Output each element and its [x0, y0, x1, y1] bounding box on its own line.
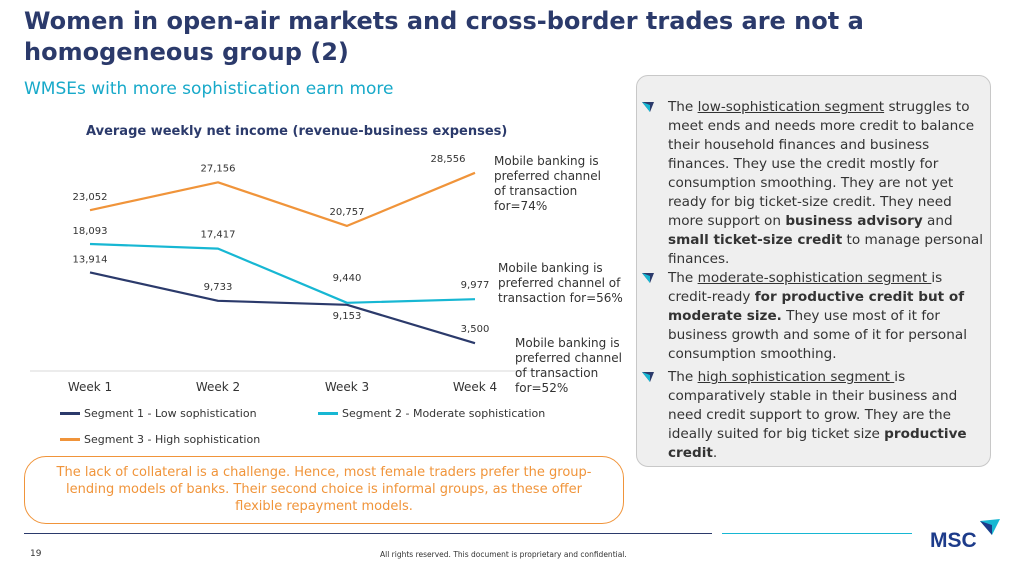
annotation-line: for=74% — [494, 199, 548, 213]
annotation-line: of transaction — [494, 184, 578, 198]
collateral-callout: The lack of collateral is a challenge. H… — [24, 456, 624, 524]
annotation-line: Mobile banking is — [498, 261, 603, 275]
annotation-line: Mobile banking is — [494, 154, 599, 168]
arrow-bullet-icon — [642, 372, 654, 382]
bird-logo-icon — [980, 519, 1000, 535]
series-line-2 — [89, 242, 476, 304]
bullet-text: and — [922, 213, 953, 229]
bullet-emphasis: productive credit — [668, 426, 967, 461]
bullet-text: is comparatively stable in their busines… — [668, 369, 958, 442]
footer-divider-cyan — [722, 533, 912, 534]
x-tick-label: Week 4 — [453, 380, 497, 394]
legend-label: Segment 3 - High sophistication — [84, 433, 261, 446]
arrow-bullet-icon — [642, 273, 654, 283]
legend-swatch — [60, 438, 80, 441]
data-label: 27,156 — [201, 163, 236, 174]
annotation-line: for=52% — [515, 381, 569, 395]
annotation-line: of transaction — [515, 366, 599, 380]
legend-label: Segment 1 - Low sophistication — [84, 407, 257, 420]
bullet-low-segment: The low-sophistication segment struggles… — [668, 98, 986, 269]
data-label: 13,914 — [73, 254, 108, 265]
footer-divider-navy — [24, 533, 712, 534]
series-line-3 — [89, 171, 476, 228]
arrow-bullet-icon — [642, 102, 654, 112]
annotation-line: transaction for=56% — [498, 291, 623, 305]
bullet-text: The — [668, 369, 698, 385]
data-label: 3,500 — [461, 324, 490, 335]
x-tick-label: Week 2 — [196, 380, 240, 394]
legend-label: Segment 2 - Moderate sophistication — [342, 407, 546, 420]
page-title: Women in open-air markets and cross-bord… — [24, 7, 864, 66]
chart-title: Average weekly net income (revenue-busin… — [86, 124, 508, 139]
legend-item-segment-3: Segment 3 - High sophistication — [60, 433, 260, 446]
bullet-emphasis: small ticket-size credit — [668, 232, 843, 248]
bullet-text: They use most of it for business growth … — [668, 308, 967, 362]
annotation-line: preferred channel — [494, 169, 601, 183]
insights-panel — [636, 75, 991, 467]
segment-name: high sophistication segment — [697, 369, 895, 385]
bullet-text: The — [668, 99, 698, 115]
segment-name: low-sophistication segment — [697, 99, 885, 115]
bullet-high-segment: The high sophistication segment is compa… — [668, 368, 986, 463]
msc-logo: MSC — [930, 517, 1004, 557]
x-tick-label: Week 1 — [68, 380, 112, 394]
legend-swatch — [60, 412, 80, 415]
segment-name: moderate-sophistication segment — [697, 270, 932, 286]
annotation-moderate: Mobile banking is preferred channel of t… — [498, 261, 623, 306]
bullet-emphasis: for productive credit but of moderate si… — [668, 289, 965, 324]
series-line-1 — [89, 271, 476, 345]
data-label: 9,733 — [204, 282, 233, 293]
data-label: 28,556 — [431, 154, 466, 165]
data-label: 18,093 — [73, 226, 108, 237]
legend-item-segment-2: Segment 2 - Moderate sophistication — [318, 407, 545, 420]
annotation-line: preferred channel — [515, 351, 622, 365]
logo-text: MSC — [930, 529, 977, 552]
bullet-text: The — [668, 270, 698, 286]
page-number: 19 — [30, 549, 42, 559]
data-label: 9,440 — [333, 273, 362, 284]
bullet-emphasis: business advisory — [785, 213, 923, 229]
annotation-line: Mobile banking is — [515, 336, 620, 350]
data-label: 17,417 — [201, 230, 236, 241]
line-chart: 13,914 9,733 9,153 3,500 18,093 17,417 9,440 9,… — [30, 154, 540, 394]
bullet-text: struggles to meet ends and needs more cr… — [668, 99, 975, 229]
bullet-moderate-segment: The moderate-sophistication segment is c… — [668, 269, 986, 364]
annotation-high: Mobile banking is preferred channel of t… — [494, 154, 601, 214]
legend-item-segment-1: Segment 1 - Low sophistication — [60, 407, 257, 420]
data-label: 20,757 — [330, 207, 365, 218]
data-label: 9,153 — [333, 311, 362, 322]
data-label: 23,052 — [73, 192, 108, 203]
bullet-text: to manage personal finances. — [668, 232, 984, 267]
bullet-text: . — [712, 445, 718, 461]
annotation-low: Mobile banking is preferred channel of t… — [515, 336, 622, 396]
annotation-line: preferred channel of — [498, 276, 621, 290]
copyright-notice: All rights reserved. This document is pr… — [380, 550, 627, 559]
legend-swatch — [318, 412, 338, 415]
data-label: 9,977 — [461, 280, 490, 291]
page-subtitle: WMSEs with more sophistication earn more — [24, 79, 394, 99]
x-tick-label: Week 3 — [325, 380, 369, 394]
bullet-text: is credit-ready — [668, 270, 943, 305]
